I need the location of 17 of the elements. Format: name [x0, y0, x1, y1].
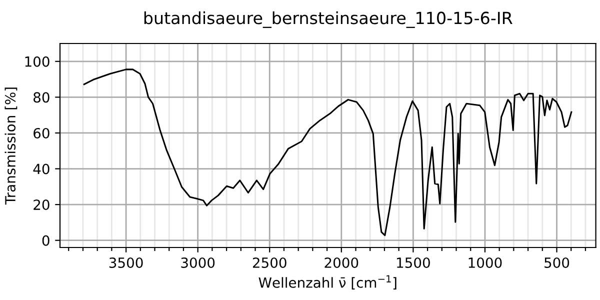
x-tick-label: 3500 — [109, 257, 143, 268]
y-tick-label: 0 — [42, 235, 50, 246]
y-axis-title: Transmission [%] — [4, 88, 18, 205]
y-tick-label: 80 — [34, 92, 50, 103]
y-tick-label: 40 — [33, 164, 50, 174]
x-tick-label: 500 — [544, 257, 570, 268]
x-tick-label: 2500 — [252, 257, 286, 268]
x-tick-label: 2000 — [324, 257, 358, 268]
x-axis-title: Wellenzahl ν̄ [cm$^{−1}$] — [258, 275, 396, 290]
y-tick-label: 20 — [34, 200, 50, 210]
x-tick-label: 3000 — [181, 257, 215, 268]
chart-title: butandisaeure_bernsteinsaeure_110-15-6-IR — [144, 11, 512, 28]
y-tick-label: 60 — [34, 128, 50, 138]
y-tick-label: 100 — [25, 56, 50, 67]
line-series — [83, 68, 572, 236]
x-tick-label: 1500 — [397, 257, 430, 268]
x-tick-label: 1000 — [468, 257, 502, 268]
